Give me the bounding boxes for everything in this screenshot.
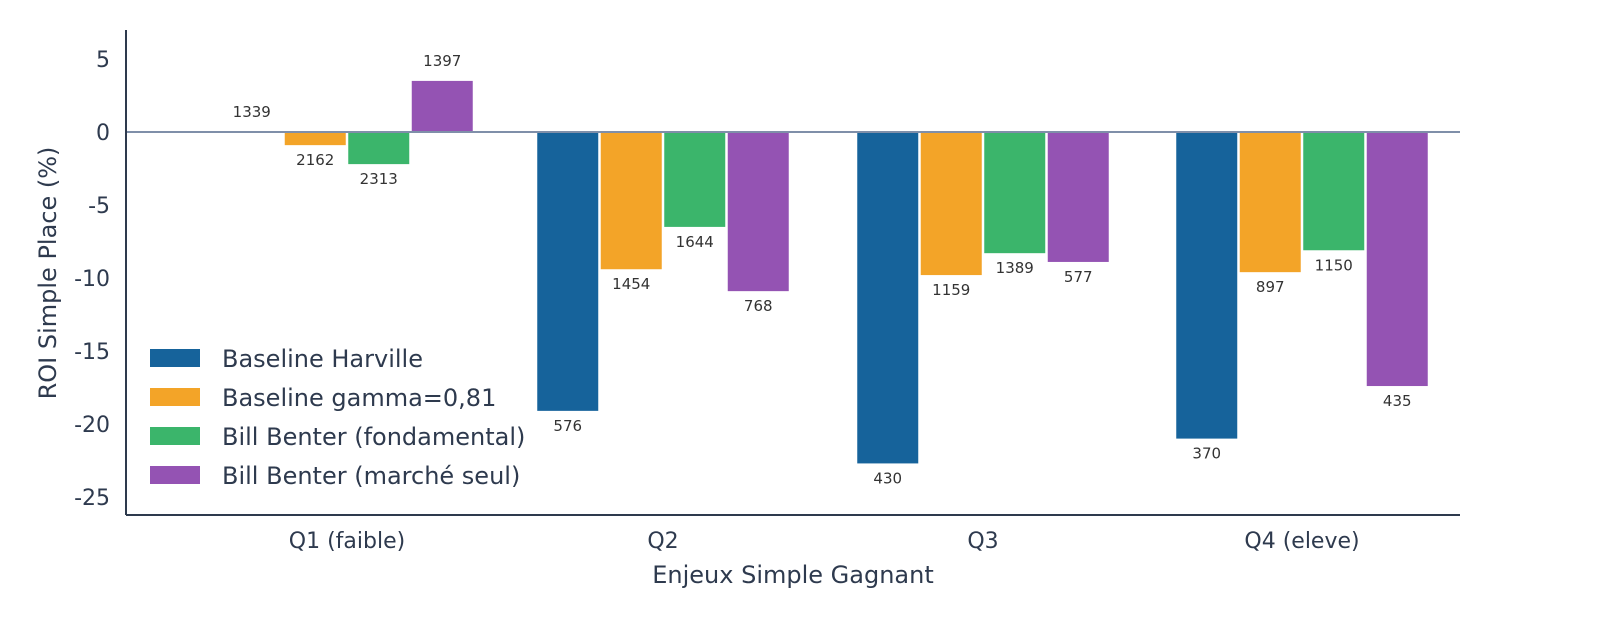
bar xyxy=(537,132,599,411)
bar-data-label: 1389 xyxy=(996,259,1034,277)
y-tick-label: 0 xyxy=(96,121,110,146)
legend-swatch xyxy=(150,349,200,367)
bar xyxy=(600,132,662,270)
bar-data-labels: 1339 576 430 370 2162 1454 1159 897 2313 1644 1389… xyxy=(233,52,1412,488)
x-tick-label: Q4 (eleve) xyxy=(1244,529,1359,554)
bar-data-label: 370 xyxy=(1192,445,1221,463)
bar-data-label: 897 xyxy=(1256,278,1285,296)
bars-layer xyxy=(284,80,1428,464)
y-axis-ticks: 5 0 -5 -10 -15 -20 -25 xyxy=(74,48,110,511)
bar-data-label: 1150 xyxy=(1315,256,1353,274)
bar-data-label: 1397 xyxy=(423,52,461,70)
x-tick-label: Q3 xyxy=(967,529,998,554)
bar xyxy=(664,132,726,227)
bar xyxy=(727,132,789,292)
y-tick-label: 5 xyxy=(96,48,110,73)
legend-label: Baseline gamma=0,81 xyxy=(222,384,496,412)
bar-data-label: 768 xyxy=(744,297,773,315)
bar-data-label: 1339 xyxy=(233,103,271,121)
legend-label: Bill Benter (marché seul) xyxy=(222,462,520,490)
bar xyxy=(984,132,1046,254)
y-tick-label: -10 xyxy=(74,267,110,292)
bar xyxy=(1239,132,1301,273)
x-tick-label: Q2 xyxy=(647,529,678,554)
bar xyxy=(1366,132,1428,387)
bar-data-label: 1159 xyxy=(932,281,970,299)
x-tick-label: Q1 (faible) xyxy=(289,529,405,554)
bar-data-label: 435 xyxy=(1383,392,1412,410)
y-tick-label: -25 xyxy=(74,486,110,511)
x-axis-ticks: Q1 (faible) Q2 Q3 Q4 (eleve) xyxy=(289,529,1360,554)
bar xyxy=(284,132,346,146)
y-tick-label: -20 xyxy=(74,413,110,438)
bar xyxy=(1303,132,1365,251)
bar-data-label: 430 xyxy=(873,469,902,487)
y-axis-title: ROI Simple Place (%) xyxy=(34,147,62,400)
bar-data-label: 576 xyxy=(553,417,582,435)
legend-swatch xyxy=(150,388,200,406)
bar-data-label: 1454 xyxy=(612,275,650,293)
legend-swatch xyxy=(150,427,200,445)
bar xyxy=(348,132,410,165)
bar-data-label: 1644 xyxy=(676,233,714,251)
bar xyxy=(1176,132,1238,439)
bar-data-label: 2313 xyxy=(360,170,398,188)
bar-data-label: 577 xyxy=(1064,268,1093,286)
legend: Baseline Harville Baseline gamma=0,81 Bill… xyxy=(150,345,525,490)
bar xyxy=(411,80,473,132)
legend-label: Bill Benter (fondamental) xyxy=(222,423,525,451)
bar xyxy=(857,132,919,464)
y-tick-label: -5 xyxy=(88,194,110,219)
bar-data-label: 2162 xyxy=(296,151,334,169)
legend-label: Baseline Harville xyxy=(222,345,423,373)
legend-swatch xyxy=(150,466,200,484)
bar xyxy=(920,132,982,276)
bar xyxy=(1047,132,1109,262)
y-tick-label: -15 xyxy=(74,340,110,365)
x-axis-title: Enjeux Simple Gagnant xyxy=(652,561,934,589)
